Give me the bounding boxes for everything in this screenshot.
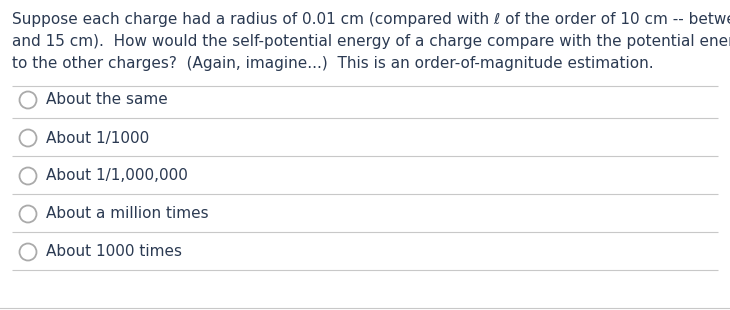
Text: About 1000 times: About 1000 times bbox=[46, 245, 182, 259]
Text: to the other charges?  (Again, imagine...)  This is an order-of-magnitude estima: to the other charges? (Again, imagine...… bbox=[12, 56, 653, 71]
Text: About 1/1000: About 1/1000 bbox=[46, 131, 149, 145]
Text: Suppose each charge had a radius of 0.01 cm (compared with ℓ of the order of 10 : Suppose each charge had a radius of 0.01… bbox=[12, 12, 730, 27]
Text: About the same: About the same bbox=[46, 92, 168, 108]
Text: About 1/1,000,000: About 1/1,000,000 bbox=[46, 169, 188, 184]
Text: and 15 cm).  How would the self-potential energy of a charge compare with the po: and 15 cm). How would the self-potential… bbox=[12, 34, 730, 49]
Text: About a million times: About a million times bbox=[46, 206, 209, 222]
